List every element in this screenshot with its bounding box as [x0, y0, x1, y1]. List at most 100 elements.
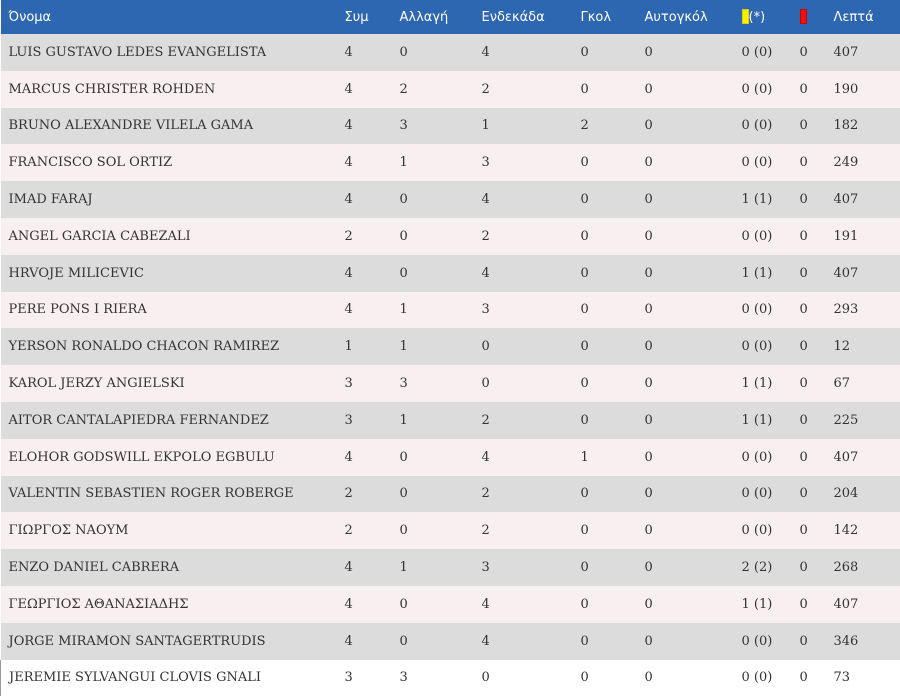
- cell-name[interactable]: KAROL JERZY ANGIELSKI: [1, 365, 345, 402]
- cell-own-goals: 0: [645, 108, 742, 145]
- cell-apps: 4: [345, 108, 400, 145]
- cell-name[interactable]: FRANCISCO SOL ORTIZ: [1, 144, 345, 181]
- cell-starting: 4: [482, 34, 581, 71]
- cell-apps: 4: [345, 623, 400, 660]
- col-header-sub[interactable]: Αλλαγή: [400, 0, 482, 34]
- cell-goals: 0: [581, 292, 645, 329]
- cell-sub: 3: [400, 365, 482, 402]
- cell-minutes: 407: [834, 181, 900, 218]
- cell-minutes: 407: [834, 34, 900, 71]
- cell-name[interactable]: ENZO DANIEL CABRERA: [1, 549, 345, 586]
- cell-red-cards: 0: [800, 586, 834, 623]
- cell-name[interactable]: BRUNO ALEXANDRE VILELA GAMA: [1, 108, 345, 145]
- col-header-apps[interactable]: Συμ: [345, 0, 400, 34]
- yellow-card-icon: [742, 9, 749, 24]
- cell-starting: 0: [482, 660, 581, 696]
- col-header-goals[interactable]: Γκολ: [581, 0, 645, 34]
- cell-minutes: 407: [834, 255, 900, 292]
- cell-apps: 4: [345, 292, 400, 329]
- cell-minutes: 249: [834, 144, 900, 181]
- cell-name[interactable]: JORGE MIRAMON SANTAGERTRUDIS: [1, 623, 345, 660]
- cell-starting: 4: [482, 255, 581, 292]
- cell-name[interactable]: LUIS GUSTAVO LEDES EVANGELISTA: [1, 34, 345, 71]
- cell-sub: 3: [400, 660, 482, 696]
- cell-sub: 0: [400, 255, 482, 292]
- cell-apps: 4: [345, 586, 400, 623]
- cell-name[interactable]: JEREMIE SYLVANGUI CLOVIS GNALI: [1, 660, 345, 696]
- cell-starting: 3: [482, 549, 581, 586]
- yellow-suffix: (*): [749, 10, 766, 25]
- cell-yellow-cards: 0 (0): [742, 476, 800, 513]
- col-header-minutes[interactable]: Λεπτά: [834, 0, 900, 34]
- cell-apps: 4: [345, 181, 400, 218]
- table-header-row: Όνομα Συμ Αλλαγή Ενδεκάδα Γκολ Αυτογκόλ …: [1, 0, 900, 34]
- cell-yellow-cards: 0 (0): [742, 108, 800, 145]
- cell-yellow-cards: 1 (1): [742, 255, 800, 292]
- col-header-name[interactable]: Όνομα: [1, 0, 345, 34]
- cell-name[interactable]: ANGEL GARCIA CABEZALI: [1, 218, 345, 255]
- cell-own-goals: 0: [645, 365, 742, 402]
- cell-goals: 0: [581, 623, 645, 660]
- cell-sub: 0: [400, 439, 482, 476]
- cell-goals: 0: [581, 402, 645, 439]
- cell-red-cards: 0: [800, 255, 834, 292]
- cell-minutes: 73: [834, 660, 900, 696]
- cell-goals: 0: [581, 181, 645, 218]
- cell-minutes: 191: [834, 218, 900, 255]
- cell-minutes: 142: [834, 512, 900, 549]
- cell-minutes: 190: [834, 71, 900, 108]
- cell-own-goals: 0: [645, 512, 742, 549]
- cell-apps: 2: [345, 218, 400, 255]
- cell-yellow-cards: 0 (0): [742, 623, 800, 660]
- cell-red-cards: 0: [800, 439, 834, 476]
- cell-own-goals: 0: [645, 181, 742, 218]
- col-header-own-goals[interactable]: Αυτογκόλ: [645, 0, 742, 34]
- cell-name[interactable]: PERE PONS I RIERA: [1, 292, 345, 329]
- cell-goals: 0: [581, 255, 645, 292]
- cell-starting: 3: [482, 292, 581, 329]
- cell-yellow-cards: 2 (2): [742, 549, 800, 586]
- cell-name[interactable]: MARCUS CHRISTER ROHDEN: [1, 71, 345, 108]
- cell-name[interactable]: ELOHOR GODSWILL EKPOLO EGBULU: [1, 439, 345, 476]
- cell-goals: 0: [581, 144, 645, 181]
- cell-own-goals: 0: [645, 623, 742, 660]
- cell-sub: 0: [400, 512, 482, 549]
- col-header-yellow-cards[interactable]: (*): [742, 0, 800, 34]
- cell-apps: 1: [345, 328, 400, 365]
- cell-yellow-cards: 0 (0): [742, 439, 800, 476]
- cell-yellow-cards: 0 (0): [742, 292, 800, 329]
- cell-starting: 2: [482, 218, 581, 255]
- cell-sub: 0: [400, 623, 482, 660]
- cell-yellow-cards: 0 (0): [742, 660, 800, 696]
- cell-starting: 1: [482, 108, 581, 145]
- cell-own-goals: 0: [645, 292, 742, 329]
- cell-minutes: 225: [834, 402, 900, 439]
- cell-apps: 3: [345, 402, 400, 439]
- cell-name[interactable]: HRVOJE MILICEVIC: [1, 255, 345, 292]
- cell-goals: 0: [581, 586, 645, 623]
- cell-minutes: 12: [834, 328, 900, 365]
- cell-yellow-cards: 1 (1): [742, 402, 800, 439]
- cell-name[interactable]: AITOR CANTALAPIEDRA FERNANDEZ: [1, 402, 345, 439]
- cell-sub: 2: [400, 71, 482, 108]
- cell-own-goals: 0: [645, 439, 742, 476]
- cell-name[interactable]: ΓΕΩΡΓΙΟΣ ΑΘΑΝΑΣΙΑΔΗΣ: [1, 586, 345, 623]
- cell-name[interactable]: IMAD FARAJ: [1, 181, 345, 218]
- cell-starting: 2: [482, 476, 581, 513]
- col-header-starting[interactable]: Ενδεκάδα: [482, 0, 581, 34]
- cell-minutes: 268: [834, 549, 900, 586]
- cell-sub: 1: [400, 292, 482, 329]
- cell-red-cards: 0: [800, 34, 834, 71]
- cell-own-goals: 0: [645, 328, 742, 365]
- cell-name[interactable]: VALENTIN SEBASTIEN ROGER ROBERGE: [1, 476, 345, 513]
- col-header-red-cards[interactable]: [800, 0, 834, 34]
- cell-name[interactable]: ΓΙΩΡΓΟΣ ΝΑΟΥΜ: [1, 512, 345, 549]
- cell-goals: 0: [581, 365, 645, 402]
- cell-name[interactable]: YERSON RONALDO CHACON RAMIREZ: [1, 328, 345, 365]
